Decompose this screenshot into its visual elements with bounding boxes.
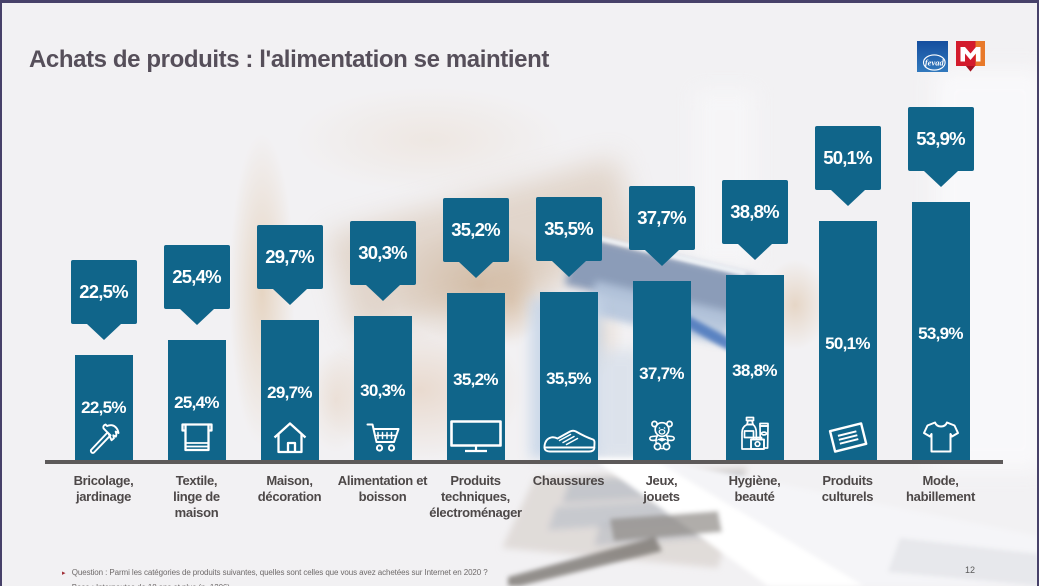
- svg-text:fevad: fevad: [925, 58, 945, 68]
